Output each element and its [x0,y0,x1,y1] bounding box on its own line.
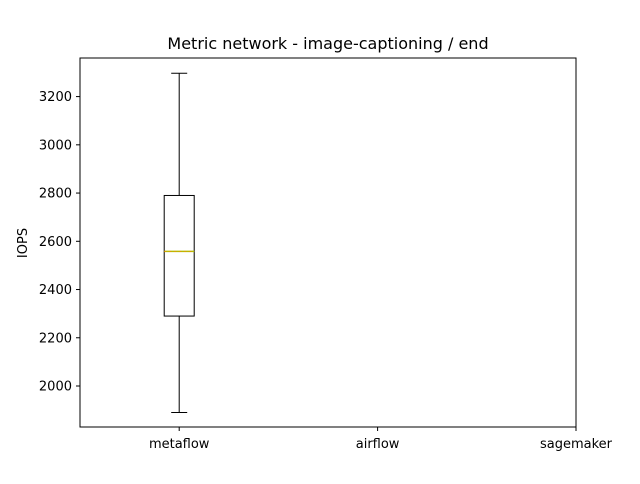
y-tick-label: 3200 [39,90,72,105]
y-axis-ticks: 2000 2200 2400 2600 2800 3000 3200 [39,90,80,395]
x-tick-label-metaflow: metaflow [149,437,210,452]
x-axis-ticks: metaflow airflow sagemaker [149,427,613,452]
y-tick-label: 2400 [39,283,72,298]
chart-title: Metric network - image-captioning / end [167,34,488,53]
x-tick-label-sagemaker: sagemaker [540,437,613,452]
y-tick-label: 2000 [39,380,72,395]
interquartile-box [163,194,195,317]
x-tick-label-airflow: airflow [356,437,400,452]
y-tick-label: 2600 [39,235,72,250]
y-tick-label: 3000 [39,138,72,153]
y-axis-label: IOPS [16,228,31,258]
y-tick-label: 2200 [39,331,72,346]
plot-area-frame [79,57,577,428]
plot-marks [163,72,195,414]
y-tick-label: 2800 [39,187,72,202]
box-metaflow [163,72,195,414]
